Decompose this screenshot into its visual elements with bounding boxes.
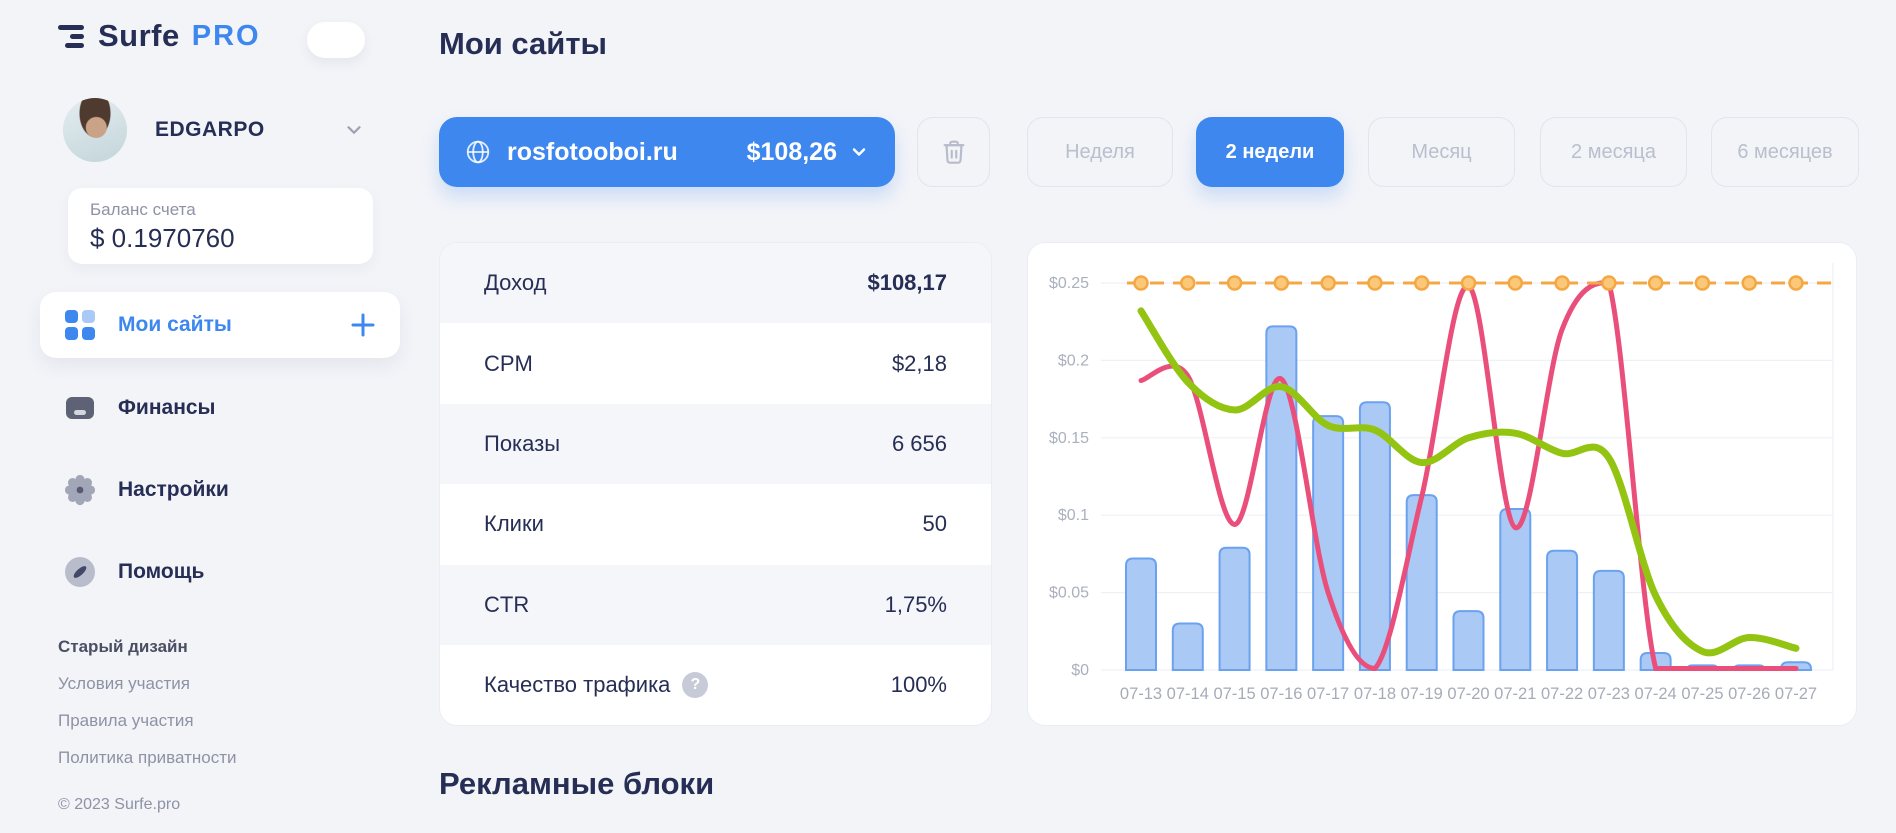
stat-value: $2,18 [891,350,947,376]
stat-row-impressions: Показы 6 656 [440,403,991,485]
delete-site-button[interactable] [917,117,990,187]
stat-label: Показы [484,430,561,456]
svg-text:07-20: 07-20 [1447,685,1489,703]
site-stats-card: Доход $108,17 CPM $2,18 Показы 6 656 Кли… [439,242,992,726]
balance-value: $ 0.1970760 [90,223,235,253]
trash-icon [943,140,964,164]
stat-row-cpm: CPM $2,18 [440,323,991,403]
svg-text:$0.2: $0.2 [1058,352,1089,369]
balance-card: Баланс счета $ 0.1970760 [68,188,373,264]
site-domain: rosfotooboi.ru [507,137,678,166]
svg-text:07-26: 07-26 [1728,685,1770,703]
svg-text:07-22: 07-22 [1541,685,1583,703]
gear-icon [64,474,96,506]
stat-row-ctr: CTR 1,75% [440,564,991,645]
stat-row-clicks: Клики 50 [440,484,991,564]
svg-text:07-21: 07-21 [1494,685,1536,703]
ad-blocks-section-title: Рекламные блоки [439,766,715,801]
stat-row-traffic-quality: Качество трафика ? 100% [440,645,991,725]
sidebar-item-label: Финансы [118,396,216,419]
svg-text:07-25: 07-25 [1681,685,1723,703]
svg-text:$0.1: $0.1 [1058,507,1089,524]
stat-value: 6 656 [891,430,947,456]
stat-value: 50 [922,511,947,537]
period-six-months-button[interactable]: 6 месяцев [1711,117,1859,187]
stat-label: Качество трафика ? [484,672,709,699]
avatar [63,98,127,162]
stat-value: $108,17 [867,270,947,296]
period-week-button[interactable]: Неделя [1027,117,1173,187]
svg-text:$0: $0 [1071,662,1089,679]
sidebar-item-help[interactable]: Помощь [40,539,400,605]
svg-text:07-17: 07-17 [1307,685,1349,703]
rules-link[interactable]: Правила участия [58,711,194,730]
period-month-button[interactable]: Месяц [1368,117,1515,187]
logo: Surfe PRO [58,18,261,54]
stat-label: CTR [484,591,530,617]
add-site-icon[interactable] [350,312,376,338]
copyright: © 2023 Surfe.pro [58,796,181,813]
help-icon[interactable]: ? [682,672,709,699]
sidebar-collapse-toggle[interactable] [307,22,365,58]
svg-text:07-24: 07-24 [1635,685,1677,703]
svg-text:07-14: 07-14 [1167,685,1209,703]
traffic-chart: $0 $0.05 $0.1 $0.15 $0.2 $0.25 07-13 07-14 07-15… [1049,263,1834,703]
globe-icon [466,140,490,164]
user-menu[interactable]: EDGARPO [63,97,365,163]
chevron-down-icon [852,148,866,156]
stat-value: 100% [890,672,947,698]
svg-text:07-16: 07-16 [1260,685,1302,703]
grid-icon [65,310,95,340]
stat-label: CPM [484,350,533,376]
stat-row-income: Доход $108,17 [440,243,991,324]
stat-label: Доход [484,270,547,296]
svg-text:$0.05: $0.05 [1049,585,1089,602]
sidebar-item-settings[interactable]: Настройки [40,457,400,523]
traffic-chart-card: $0 $0.05 $0.1 $0.15 $0.2 $0.25 07-13 07-14 07-15… [1027,242,1857,726]
logo-icon [58,24,86,48]
privacy-link[interactable]: Политика приватности [58,748,237,767]
svg-text:$0.25: $0.25 [1049,275,1089,292]
sidebar-item-label: Настройки [118,478,229,501]
svg-text:07-13: 07-13 [1120,685,1162,703]
page-title: Мои сайты [439,26,608,61]
compass-icon [65,557,95,587]
terms-link[interactable]: Условия участия [58,674,190,693]
site-selector-button[interactable]: rosfotooboi.ru $108,26 [439,117,895,187]
svg-text:07-19: 07-19 [1401,685,1443,703]
stat-label: Клики [484,511,544,537]
sidebar-item-label: Помощь [118,560,205,583]
old-design-link[interactable]: Старый дизайн [58,637,188,656]
logo-pro-badge: PRO [191,19,261,52]
svg-text:07-15: 07-15 [1213,685,1255,703]
svg-text:07-23: 07-23 [1588,685,1630,703]
svg-text:07-18: 07-18 [1354,685,1396,703]
wallet-icon [66,397,94,419]
svg-text:07-27: 07-27 [1775,685,1817,703]
balance-label: Баланс счета [90,200,196,219]
period-two-months-button[interactable]: 2 месяца [1540,117,1687,187]
stat-value: 1,75% [884,591,947,617]
chevron-down-icon [347,126,361,134]
logo-brand: Surfe [98,18,180,53]
sidebar-item-label: Мои сайты [118,313,232,336]
user-name: EDGARPO [155,118,265,141]
sidebar-item-my-sites[interactable]: Мои сайты [40,292,400,358]
period-two-weeks-button[interactable]: 2 недели [1196,117,1344,187]
svg-text:$0.15: $0.15 [1049,430,1089,447]
site-balance: $108,26 [746,137,837,166]
sidebar-item-finance[interactable]: Финансы [40,375,400,441]
